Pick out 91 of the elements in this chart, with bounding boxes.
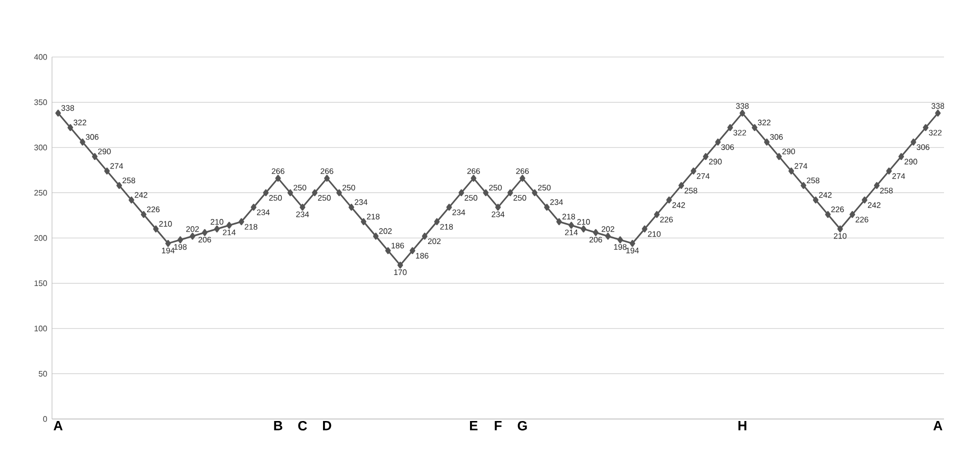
data-label: 210 xyxy=(210,219,224,225)
data-label: 266 xyxy=(320,168,334,174)
data-label: 338 xyxy=(932,103,944,109)
y-tick-label: 0 xyxy=(43,416,47,422)
data-label: 242 xyxy=(672,202,685,208)
data-label: 274 xyxy=(794,163,808,169)
data-label: 226 xyxy=(660,216,673,222)
x-tick-label: A xyxy=(54,421,63,430)
data-label: 290 xyxy=(904,158,918,164)
data-label: 226 xyxy=(831,206,844,212)
data-label: 290 xyxy=(709,158,722,164)
data-label: 210 xyxy=(648,231,661,237)
data-label: 210 xyxy=(834,233,846,239)
x-tick-label: B xyxy=(274,421,282,430)
data-label: 338 xyxy=(736,103,749,109)
data-label: 194 xyxy=(626,248,639,254)
data-label: 290 xyxy=(782,148,796,154)
data-label: 234 xyxy=(354,199,368,205)
data-label: 306 xyxy=(916,144,930,150)
data-label: 266 xyxy=(272,168,284,174)
data-label: 234 xyxy=(256,209,270,216)
data-label: 202 xyxy=(379,228,392,234)
data-label: 250 xyxy=(514,195,526,201)
data-label: 250 xyxy=(269,195,282,201)
x-tick-label: H xyxy=(738,421,746,430)
data-label: 250 xyxy=(464,195,478,201)
y-tick-label: 350 xyxy=(34,99,47,106)
data-label: 234 xyxy=(296,211,309,218)
data-label: 210 xyxy=(577,219,590,225)
data-label: 234 xyxy=(492,211,504,218)
data-label: 290 xyxy=(98,148,111,154)
y-tick-label: 200 xyxy=(34,235,47,241)
data-label: 274 xyxy=(892,173,906,179)
data-label: 322 xyxy=(74,120,86,126)
data-label: 322 xyxy=(928,130,942,136)
data-label: 306 xyxy=(770,134,783,140)
data-label: 258 xyxy=(880,188,893,194)
data-label: 266 xyxy=(516,168,529,174)
data-label: 266 xyxy=(467,168,480,174)
data-label: 234 xyxy=(452,209,466,216)
data-label: 242 xyxy=(134,192,148,198)
data-label: 258 xyxy=(684,188,698,194)
data-label: 198 xyxy=(174,244,187,250)
data-label: 218 xyxy=(440,224,453,230)
data-label: 194 xyxy=(162,248,175,254)
data-label: 218 xyxy=(244,224,258,230)
x-tick-label: E xyxy=(470,421,478,430)
data-label: 322 xyxy=(758,120,770,126)
y-tick-label: 300 xyxy=(34,144,47,150)
data-label: 274 xyxy=(110,163,124,169)
data-label: 198 xyxy=(614,244,627,250)
data-label: 186 xyxy=(416,252,428,259)
data-label: 218 xyxy=(562,214,576,220)
data-label: 218 xyxy=(366,214,380,220)
data-label: 306 xyxy=(721,144,734,150)
y-tick-label: 150 xyxy=(34,280,47,286)
x-tick-label: G xyxy=(518,421,527,430)
data-label: 226 xyxy=(146,206,160,212)
data-label: 250 xyxy=(489,184,502,190)
data-label: 258 xyxy=(122,178,136,184)
data-label: 322 xyxy=(733,130,746,136)
data-label: 202 xyxy=(428,238,441,244)
data-label: 242 xyxy=(819,192,832,198)
y-tick-label: 400 xyxy=(34,54,47,60)
y-tick-label: 250 xyxy=(34,190,47,196)
data-label: 250 xyxy=(538,184,551,190)
data-label: 214 xyxy=(565,230,578,236)
data-label: 338 xyxy=(61,105,74,111)
data-label: 186 xyxy=(392,242,404,248)
x-tick-label: D xyxy=(323,421,332,430)
data-label: 234 xyxy=(550,199,563,205)
data-label: 242 xyxy=(868,202,880,208)
data-label: 206 xyxy=(589,236,602,242)
x-tick-label: F xyxy=(494,421,502,430)
x-tick-label: A xyxy=(933,421,942,430)
y-tick-label: 50 xyxy=(38,370,47,377)
data-label: 210 xyxy=(159,221,172,227)
data-label: 226 xyxy=(856,216,868,222)
data-label: 206 xyxy=(198,236,212,242)
data-label: 306 xyxy=(86,134,98,140)
data-label: 274 xyxy=(696,173,710,179)
data-label: 250 xyxy=(294,184,306,190)
y-tick-label: 100 xyxy=(34,326,47,332)
data-label: 214 xyxy=(222,230,236,236)
data-label: 202 xyxy=(186,226,199,232)
data-label: 250 xyxy=(342,184,356,190)
data-label: 170 xyxy=(394,269,407,276)
data-label: 250 xyxy=(318,195,331,201)
x-tick-label: C xyxy=(298,421,307,430)
data-label: 202 xyxy=(602,226,614,232)
data-label: 258 xyxy=(806,178,820,184)
